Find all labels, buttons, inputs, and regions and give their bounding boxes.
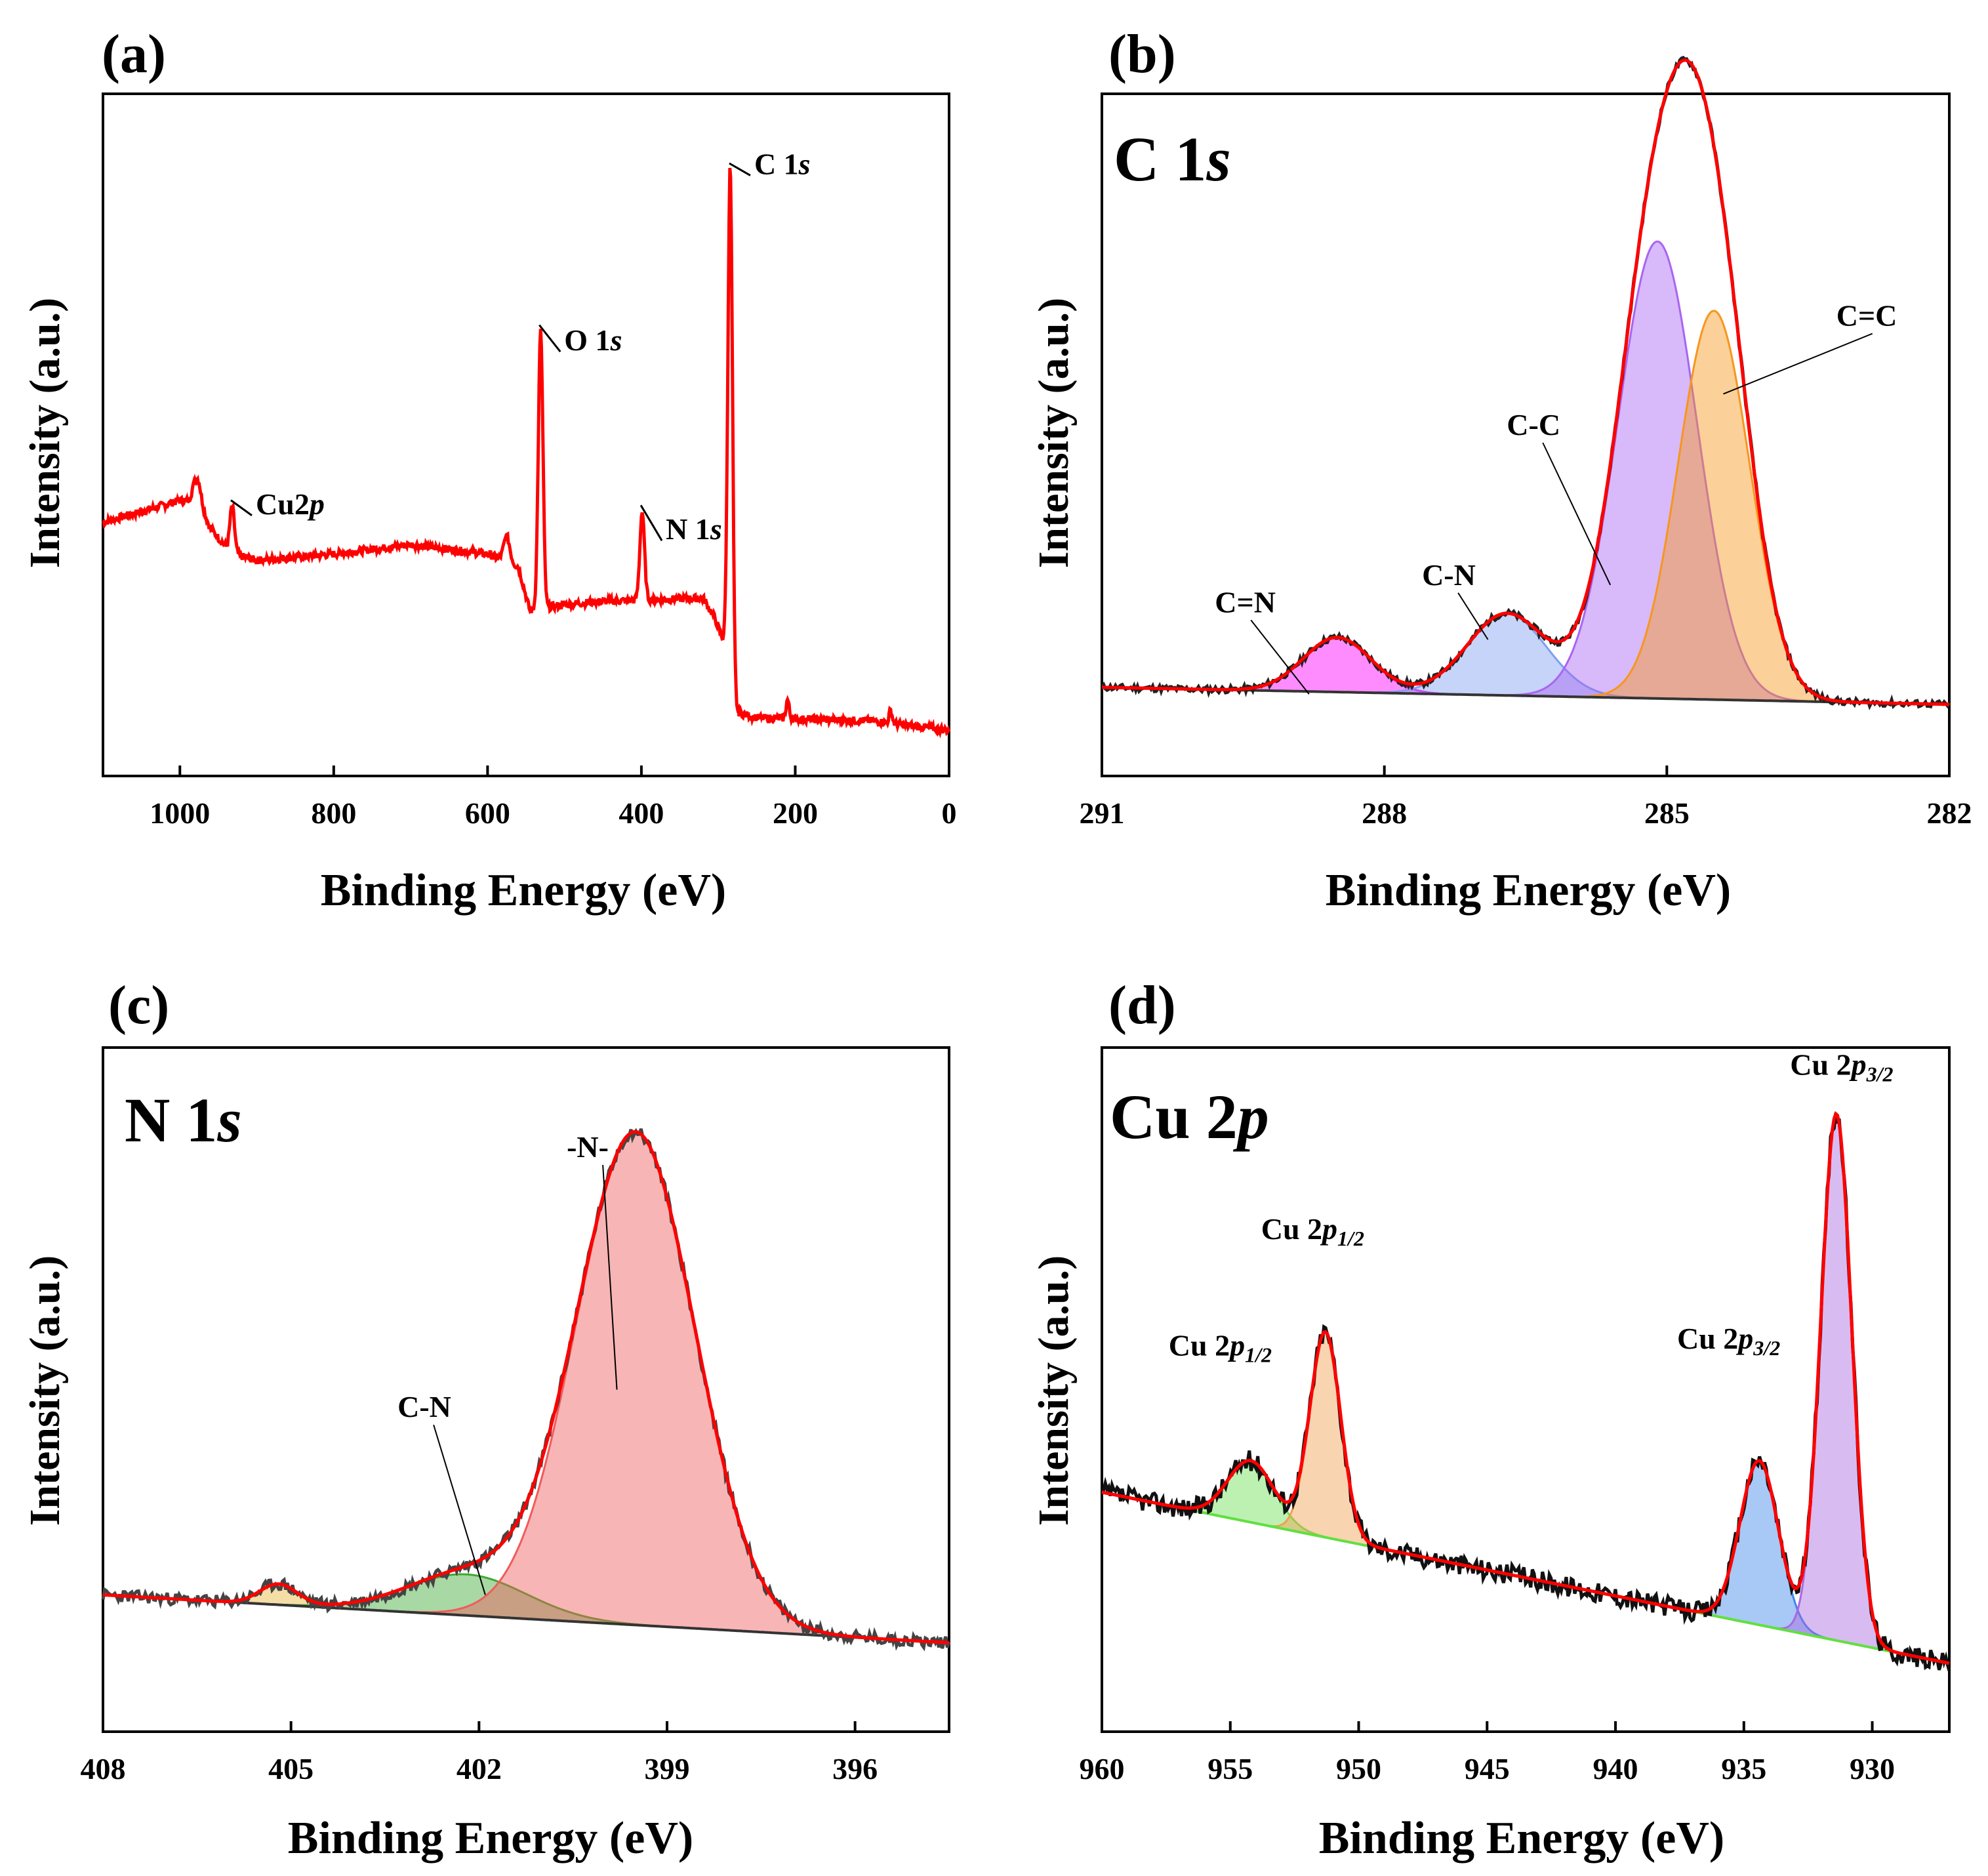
panel-d-x-tick-label: 940 (1593, 1752, 1638, 1785)
cu-32-label: Cu 2p3/2 (1790, 1048, 1893, 1086)
cc-label-leader (1542, 442, 1612, 586)
panel-a-label: (a) (102, 24, 166, 85)
panel-a-survey-line (102, 167, 951, 739)
panel-b-x-tick-label: 291 (1080, 796, 1125, 830)
panel-a-x-tick-label: 200 (773, 796, 818, 830)
panel-d-x-tick-label: 945 (1465, 1752, 1510, 1785)
c1s-label-leader (729, 162, 751, 176)
panel-c-background-line (102, 1593, 950, 1644)
panel-d-x-tick-label: 935 (1721, 1752, 1766, 1785)
cn-eq-label-leader (1250, 619, 1310, 695)
panel-d-axes-frame (1101, 1046, 1951, 1733)
panel-b-c1s: (b) Intensity (a.u.) Binding Energy (eV)… (1030, 24, 1972, 916)
cn-eq-label: C=N (1215, 585, 1276, 619)
n-label: -N- (567, 1130, 609, 1164)
panel-c-x-tick-label: 399 (645, 1752, 690, 1785)
panel-c-plot-area: 408 405 402 399 396 C-N -N- (81, 1046, 951, 1785)
n1s-label-leader (639, 504, 663, 541)
panel-d-title: Cu 2p (1110, 1082, 1269, 1152)
cu-sat32-label: Cu 2p3/2 (1677, 1322, 1780, 1360)
panel-a-y-axis-label: Intensity (a.u.) (21, 298, 69, 569)
cn-label: C-N (397, 1390, 451, 1423)
cc-label: C-C (1507, 408, 1560, 441)
panel-d-envelope-line (1101, 1111, 1950, 1665)
panel-a-x-tick-label: 400 (619, 796, 664, 830)
panel-b-title: C 1s (1114, 124, 1231, 194)
panel-b-x-tick-label: 285 (1644, 796, 1690, 830)
c-eq-c-label-leader (1723, 333, 1873, 395)
cu-sat12-label: Cu 2p1/2 (1169, 1328, 1272, 1366)
panel-a-survey: (a) Intensity (a.u.) Binding Energy (eV)… (21, 24, 957, 916)
panel-c-label: (c) (108, 975, 169, 1036)
panel-a-x-tick-label: 1000 (150, 796, 210, 830)
panel-c-x-tick-label: 405 (268, 1752, 314, 1785)
cu2p-label-leader (230, 499, 253, 517)
panel-c-x-tick-label: 402 (456, 1752, 502, 1785)
cu2p-label: Cu2p (256, 487, 325, 521)
panel-a-axes-frame (102, 92, 950, 777)
cn-label-leader (433, 1424, 486, 1595)
panel-a-x-axis-label: Binding Energy (eV) (321, 865, 726, 916)
panel-d-x-tick-label: 955 (1207, 1752, 1253, 1785)
panel-c-n1s: (c) Intensity (a.u.) Binding Energy (eV)… (21, 975, 951, 1864)
cn-label-leader (1457, 592, 1489, 640)
panel-b-axes-frame (1101, 92, 1951, 777)
o1s-label: O 1s (564, 323, 622, 357)
c-eq-c-label: C=C (1836, 299, 1897, 333)
panel-d-x-tick-label: 930 (1850, 1752, 1895, 1785)
panel-a-x-tick-label: 800 (311, 796, 356, 830)
c1s-label: C 1s (754, 147, 811, 180)
panel-d-y-axis-label: Intensity (a.u.) (1030, 1255, 1078, 1526)
panel-a-x-tick-label: 0 (942, 796, 957, 830)
panel-b-envelope-line (1101, 58, 1950, 706)
n-label-leader (602, 1164, 618, 1390)
panel-d-x-tick-label: 960 (1080, 1752, 1125, 1785)
panel-a-plot-area: 1000 800 600 400 200 0 Cu2p O 1s N 1s C 1s (102, 92, 957, 830)
panel-c-y-axis-label: Intensity (a.u.) (21, 1255, 69, 1526)
n1s-label: N 1s (666, 512, 722, 546)
panel-c-envelope-line (102, 1130, 950, 1644)
cu-12-label: Cu 2p1/2 (1261, 1212, 1364, 1250)
panel-b-y-axis-label: Intensity (a.u.) (1030, 298, 1078, 569)
panel-d-label: (d) (1108, 975, 1176, 1036)
panel-b-plot-area: 291 288 285 282 C=N C-N C-C C=C (1080, 56, 1972, 830)
panel-b-x-axis-label: Binding Energy (eV) (1326, 865, 1731, 916)
panel-c-x-tick-label: 408 (81, 1752, 126, 1785)
panel-d-x-tick-label: 950 (1336, 1752, 1381, 1785)
o1s-label-leader (538, 324, 561, 353)
panel-a-x-tick-label: 600 (465, 796, 510, 830)
panel-d-cu2p: (d) Intensity (a.u.) Binding Energy (eV)… (1030, 975, 1951, 1864)
panel-c-title: N 1s (125, 1085, 242, 1155)
panel-c-component (102, 1131, 950, 1644)
panel-c-axes-frame (102, 1046, 950, 1733)
panel-b-x-tick-label: 288 (1362, 796, 1407, 830)
panel-c-x-tick-label: 396 (832, 1752, 878, 1785)
cn-label: C-N (1422, 558, 1476, 592)
panel-d-plot-area: 960 955 950 945 940 935 930 Cu 2p1/2 Cu 2p1/2 Cu … (1080, 1046, 1951, 1785)
panel-b-label: (b) (1108, 24, 1176, 85)
panel-d-x-axis-label: Binding Energy (eV) (1319, 1813, 1724, 1864)
panel-c-x-axis-label: Binding Energy (eV) (288, 1813, 693, 1864)
panel-b-x-tick-label: 282 (1927, 796, 1972, 830)
